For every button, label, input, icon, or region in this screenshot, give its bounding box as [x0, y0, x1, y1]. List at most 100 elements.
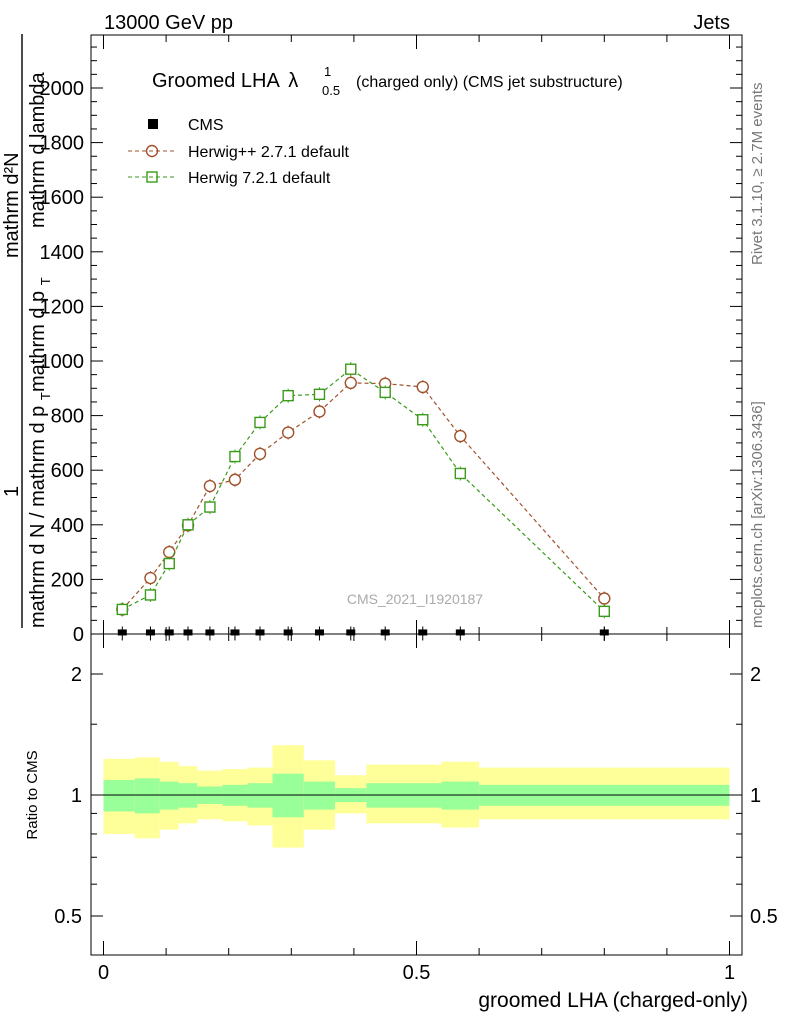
title-symbol: λ [288, 70, 298, 92]
data-point-cms [255, 629, 265, 636]
ylabel-den-a-sub: T [38, 392, 53, 400]
data-point-herwigpp [228, 473, 242, 486]
data-point-cms [164, 629, 174, 636]
rivet-label: Rivet 3.1.10, ≥ 2.7M events [749, 83, 766, 266]
data-point-herwigpp [253, 447, 267, 461]
axes: 0 200 400 600 800 1000 1200 1400 1600 1800 2000 0 0.… [40, 35, 778, 984]
data-point-cms [346, 629, 356, 636]
data-point-herwigpp [313, 405, 326, 418]
title-main: Groomed LHA [152, 70, 280, 92]
data-point-herwig7 [454, 467, 467, 480]
y-tick-label: 0 [73, 624, 84, 646]
data-point-cms [418, 629, 428, 636]
series-line [122, 368, 605, 612]
ylabel-one: 1 [1, 486, 23, 497]
data-point-cms [380, 629, 390, 636]
ratio-bands [103, 745, 730, 848]
y-tick-label: 1400 [40, 242, 85, 264]
title-rest: (charged only) (CMS jet substructure) [356, 74, 623, 91]
legend-herwig7-label: Herwig 7.2.1 default [188, 170, 331, 187]
data-point-herwig7 [116, 603, 128, 616]
x-axis-label: groomed LHA (charged-only) [478, 989, 748, 1012]
y-tick-label: 1000 [40, 351, 85, 373]
ratio-tick-label: 0.5 [54, 906, 82, 928]
data-point-herwigpp [344, 376, 357, 390]
ratio-tick-label: 1 [71, 785, 82, 807]
y-tick-label: 600 [51, 460, 84, 482]
ratio-tick-label: 2 [71, 664, 82, 686]
y-tick-label: 800 [51, 406, 84, 428]
x-tick-label: 0 [98, 962, 109, 984]
y-tick-label: 2000 [40, 78, 85, 100]
ylabel-denominator-b: mathrm d p T [27, 277, 53, 392]
x-tick-label: 1 [724, 962, 735, 984]
ratio-tick-label-right: 2 [750, 664, 761, 686]
data-point-herwig7 [345, 363, 357, 375]
data-point-cms [455, 629, 465, 636]
data-point-herwig7 [313, 388, 326, 401]
data-point-cms [117, 629, 127, 636]
ratio-ylabel: Ratio to CMS [24, 750, 41, 839]
data-point-cms [599, 629, 609, 636]
y-tick-label: 200 [51, 569, 84, 591]
data-point-herwigpp [203, 479, 217, 493]
data-point-cms [183, 629, 193, 636]
series-line [121, 382, 605, 610]
mcplots-label: mcplots.cern.ch [arXiv:1306.3436] [749, 401, 766, 628]
data-point-herwig7 [598, 605, 610, 618]
data-point-herwig7 [144, 589, 157, 601]
x-tick-label: 0.5 [403, 962, 431, 984]
header-right: Jets [693, 12, 730, 34]
y-tick-label: 1800 [40, 133, 85, 155]
plot-title: Groomed LHA λ [152, 70, 298, 92]
ylabel-den-b-text: mathrm d p [27, 291, 49, 392]
legend: CMS Herwig++ 2.7.1 default Herwig 7.2.1 … [128, 117, 350, 187]
ylabel-numerator: mathrm d²N [1, 152, 23, 258]
legend-herwigpp-marker [145, 144, 159, 158]
data-point-herwig7 [254, 416, 266, 429]
data-point-cms [205, 629, 215, 636]
ratio-band-inner [159, 781, 179, 810]
data-point-herwig7 [282, 389, 294, 402]
header-left: 13000 GeV pp [104, 12, 233, 34]
legend-herwig7-marker [146, 171, 158, 183]
legend-cms-label: CMS [188, 117, 224, 134]
ylabel-den-b-sub: T [38, 277, 53, 285]
data-point-herwig7 [163, 557, 175, 570]
ylabel-denominator-a: mathrm d N / mathrm d p T [27, 392, 53, 628]
data-point-cms [283, 629, 293, 636]
data-point-herwigpp [281, 426, 295, 439]
y-tick-label: 1600 [40, 187, 85, 209]
ylabel-denominator-c: mathrm d lambda [27, 72, 49, 228]
data-point-cms [145, 629, 155, 636]
data-point-herwigpp [144, 571, 157, 585]
data-point-herwig7 [417, 413, 429, 426]
data-point-herwigpp [598, 592, 611, 605]
y-axis-label: 1 mathrm d²N mathrm d N / mathrm d p T m… [1, 34, 53, 628]
legend-herwigpp-label: Herwig++ 2.7.1 default [188, 144, 350, 161]
watermark: CMS_2021_I1920187 [347, 591, 483, 607]
ratio-band-inner [103, 779, 135, 812]
data-point-herwig7 [182, 519, 194, 531]
ratio-band-inner [441, 781, 480, 810]
series-layer [116, 362, 611, 641]
ratio-tick-label-right: 1 [750, 785, 761, 807]
data-point-herwigpp [163, 545, 176, 559]
legend-cms-marker [148, 119, 158, 129]
ratio-band-inner [303, 781, 336, 810]
data-point-herwig7 [204, 501, 216, 513]
title-sub: 0.5 [322, 83, 340, 98]
data-point-cms [314, 629, 324, 636]
ratio-band-inner [134, 778, 160, 814]
data-point-cms [230, 629, 240, 636]
data-point-herwig7 [229, 450, 241, 463]
ylabel-den-a-text: mathrm d N / mathrm d p [27, 406, 49, 628]
y-tick-label: 400 [51, 515, 84, 537]
title-sup: 1 [324, 64, 331, 79]
data-point-herwig7 [379, 386, 391, 399]
data-point-herwigpp [416, 380, 429, 394]
data-point-herwigpp [454, 429, 467, 443]
ratio-tick-label-right: 0.5 [750, 906, 778, 928]
y-tick-label: 1200 [40, 296, 85, 318]
